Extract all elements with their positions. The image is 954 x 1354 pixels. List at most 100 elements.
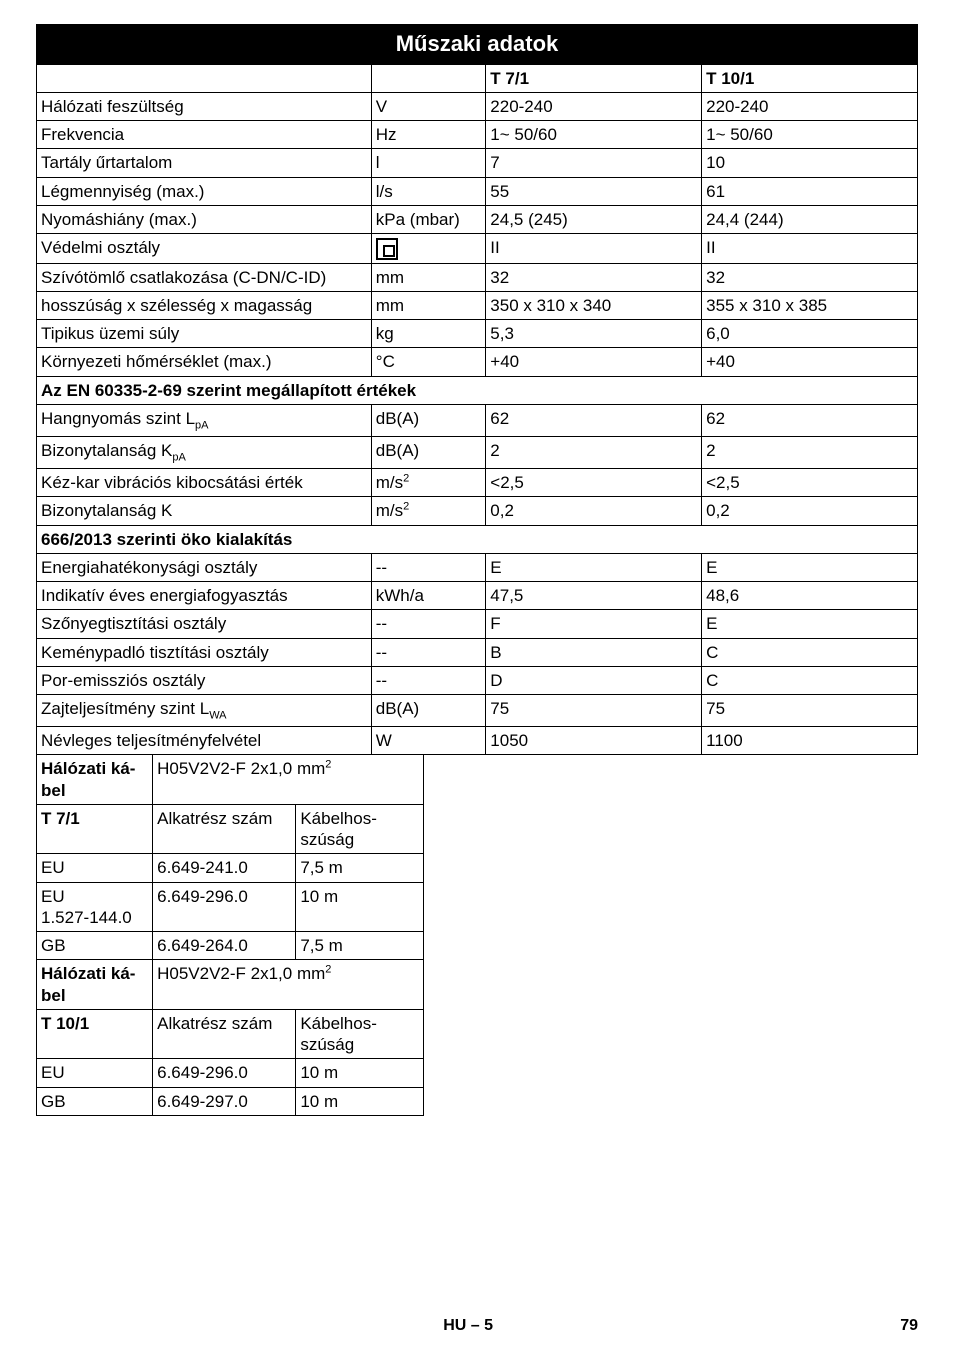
table-row: Zajteljesítmény szint LWAdB(A)7575: [37, 695, 918, 727]
row-label: Frekvencia: [37, 121, 372, 149]
cable-group-2-spec: H05V2V2-F 2x1,0 mm2: [153, 960, 424, 1010]
spec-table: T 7/1 T 10/1 Hálózati feszültségV220-240…: [36, 64, 918, 756]
table-row: Légmennyiség (max.)l/s5561: [37, 177, 918, 205]
row-value-1: 5,3: [486, 320, 702, 348]
cable-group-1: Hálózati ká-bel H05V2V2-F 2x1,0 mm2: [37, 755, 424, 805]
row-value-2: 6,0: [702, 320, 918, 348]
table-row: Névleges teljesítményfelvételW10501100: [37, 727, 918, 755]
row-label: Indikatív éves energiafogyasztás: [37, 582, 372, 610]
cable-cell: GB: [37, 1087, 153, 1115]
cable-row: EU1.527-144.06.649-296.010 m: [37, 882, 424, 932]
row-label: Légmennyiség (max.): [37, 177, 372, 205]
cable-cell: 10 m: [296, 882, 424, 932]
table-row: hosszúság x szélesség x magasságmm350 x …: [37, 291, 918, 319]
row-value-2: +40: [702, 348, 918, 376]
row-label: Energiahatékonysági osztály: [37, 553, 372, 581]
row-value-2: 1~ 50/60: [702, 121, 918, 149]
row-value-1: E: [486, 553, 702, 581]
cable-cell: GB: [37, 932, 153, 960]
cable-group-1-spec: H05V2V2-F 2x1,0 mm2: [153, 755, 424, 805]
cable-head-part: Alkatrész szám: [153, 804, 296, 854]
row-value-2: 2: [702, 436, 918, 468]
cable-row: GB6.649-264.07,5 m: [37, 932, 424, 960]
row-label: Zajteljesítmény szint LWA: [37, 695, 372, 727]
row-unit: V: [371, 92, 486, 120]
row-value-2: 75: [702, 695, 918, 727]
row-value-1: D: [486, 666, 702, 694]
table-row: Indikatív éves energiafogyasztáskWh/a47,…: [37, 582, 918, 610]
row-label: Kéz-kar vibrációs kibocsátási érték: [37, 469, 372, 497]
row-unit: dB(A): [371, 436, 486, 468]
row-unit: dB(A): [371, 695, 486, 727]
cable-cell: EU: [37, 854, 153, 882]
row-label: Nyomáshiány (max.): [37, 205, 372, 233]
row-unit: W: [371, 727, 486, 755]
footer-center: HU – 5: [443, 1316, 493, 1336]
page-footer: HU – 5 79: [0, 1316, 954, 1336]
cable-cell: 10 m: [296, 1087, 424, 1115]
cable-row: EU6.649-241.07,5 m: [37, 854, 424, 882]
table-row: FrekvenciaHz1~ 50/601~ 50/60: [37, 121, 918, 149]
table-row: Bizonytalanság KpAdB(A)22: [37, 436, 918, 468]
row-value-1: II: [486, 234, 702, 264]
row-unit: --: [371, 553, 486, 581]
cable-model-2-row: T 10/1 Alkatrész szám Kábelhos-szúság: [37, 1009, 424, 1059]
row-value-1: 55: [486, 177, 702, 205]
row-value-2: II: [702, 234, 918, 264]
row-label: Tartály űrtartalom: [37, 149, 372, 177]
row-value-2: 0,2: [702, 497, 918, 525]
table-row: Por-emissziós osztály--DC: [37, 666, 918, 694]
table-row: Energiahatékonysági osztály--EE: [37, 553, 918, 581]
row-unit: [371, 234, 486, 264]
cable-cell: EU: [37, 1059, 153, 1087]
row-value-1: 24,5 (245): [486, 205, 702, 233]
row-label: Keménypadló tisztítási osztály: [37, 638, 372, 666]
cable-cell: 7,5 m: [296, 854, 424, 882]
cable-model-1-row: T 7/1 Alkatrész szám Kábelhos-szúság: [37, 804, 424, 854]
row-unit: kg: [371, 320, 486, 348]
row-value-1: <2,5: [486, 469, 702, 497]
row-value-1: B: [486, 638, 702, 666]
table-row: Tartály űrtartaloml710: [37, 149, 918, 177]
row-unit: l: [371, 149, 486, 177]
table-row: Keménypadló tisztítási osztály--BC: [37, 638, 918, 666]
table-row: Hálózati feszültségV220-240220-240: [37, 92, 918, 120]
row-value-2: C: [702, 638, 918, 666]
col-header-2: T 10/1: [702, 64, 918, 92]
row-unit: l/s: [371, 177, 486, 205]
row-unit: --: [371, 610, 486, 638]
table-row: Kéz-kar vibrációs kibocsátási értékm/s2<…: [37, 469, 918, 497]
table-row: Tipikus üzemi súlykg5,36,0: [37, 320, 918, 348]
cable-group-2: Hálózati ká-bel H05V2V2-F 2x1,0 mm2: [37, 960, 424, 1010]
cable-cell: EU1.527-144.0: [37, 882, 153, 932]
row-value-1: 1050: [486, 727, 702, 755]
table-row: Környezeti hőmérséklet (max.)°C+40+40: [37, 348, 918, 376]
table-row: Nyomáshiány (max.)kPa (mbar)24,5 (245)24…: [37, 205, 918, 233]
header-row: T 7/1 T 10/1: [37, 64, 918, 92]
row-value-2: E: [702, 610, 918, 638]
row-value-2: E: [702, 553, 918, 581]
table-row: Védelmi osztályIIII: [37, 234, 918, 264]
cable-cell: 7,5 m: [296, 932, 424, 960]
row-unit: --: [371, 638, 486, 666]
row-value-1: 350 x 310 x 340: [486, 291, 702, 319]
cable-row: GB6.649-297.010 m: [37, 1087, 424, 1115]
cable-head-part-2: Alkatrész szám: [153, 1009, 296, 1059]
row-label: Bizonytalanság K: [37, 497, 372, 525]
row-unit: dB(A): [371, 404, 486, 436]
cable-cell: 10 m: [296, 1059, 424, 1087]
row-label: Tipikus üzemi súly: [37, 320, 372, 348]
row-unit: mm: [371, 291, 486, 319]
row-value-2: C: [702, 666, 918, 694]
cable-head-length: Kábelhos-szúság: [296, 804, 424, 854]
row-value-1: 1~ 50/60: [486, 121, 702, 149]
row-label: Környezeti hőmérséklet (max.): [37, 348, 372, 376]
row-unit: m/s2: [371, 469, 486, 497]
row-value-2: 62: [702, 404, 918, 436]
row-unit: mm: [371, 263, 486, 291]
row-unit: kWh/a: [371, 582, 486, 610]
cable-model-2: T 10/1: [37, 1009, 153, 1059]
row-value-2: 24,4 (244): [702, 205, 918, 233]
row-value-2: 1100: [702, 727, 918, 755]
row-value-1: 62: [486, 404, 702, 436]
